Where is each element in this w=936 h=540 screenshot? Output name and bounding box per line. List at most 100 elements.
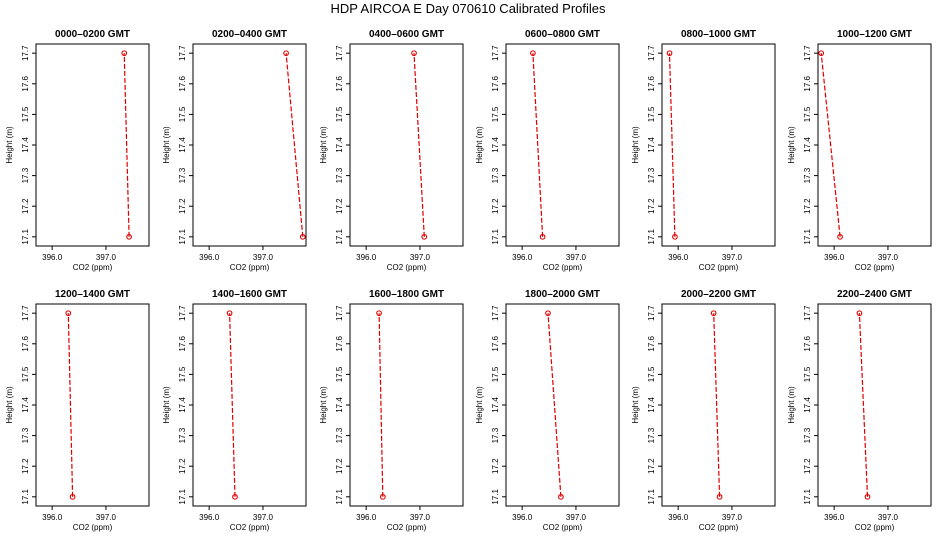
y-tick-label: 17.4 (647, 397, 656, 413)
y-tick-label: 17.1 (491, 228, 500, 244)
data-point (530, 50, 536, 57)
y-tick-label: 17.5 (21, 366, 30, 382)
x-tick-label: 396.0 (199, 513, 220, 522)
profile-panel: 0200–0400 GMT 396.0 397.0 17.1 17.2 17.3 17.4 1… (162, 29, 307, 272)
x-axis-label: CO2 (ppm) (73, 523, 113, 532)
y-tick-label: 17.7 (21, 305, 30, 321)
y-axis-label: Height (m) (5, 386, 14, 424)
x-tick-label: 396.0 (668, 513, 689, 522)
x-axis-label: CO2 (ppm) (699, 523, 739, 532)
plot-frame (661, 43, 776, 247)
y-tick-label: 17.5 (178, 366, 187, 382)
y-tick-label: 17.2 (335, 198, 344, 214)
profile-line (547, 313, 562, 497)
y-tick-label: 17.3 (803, 167, 812, 183)
x-tick-label: 396.0 (824, 513, 845, 522)
y-tick-label: 17.3 (21, 427, 30, 443)
profile-line (858, 313, 869, 497)
y-tick-label: 17.4 (21, 397, 30, 413)
x-axis-label: CO2 (ppm) (855, 263, 895, 272)
y-tick-label: 17.6 (803, 75, 812, 91)
data-point (69, 493, 76, 500)
data-point (283, 50, 289, 57)
plot-frame (817, 303, 932, 507)
y-tick-label: 17.4 (335, 137, 344, 153)
data-point (126, 233, 132, 240)
x-tick-label: 396.0 (42, 513, 63, 522)
profile-line (820, 53, 841, 237)
data-point (539, 233, 546, 240)
y-tick-label: 17.5 (21, 106, 30, 122)
panel-title: 1800–2000 GMT (525, 289, 600, 300)
y-tick-label: 17.6 (491, 75, 500, 91)
x-axis-label: CO2 (ppm) (230, 523, 270, 532)
y-tick-label: 17.3 (178, 167, 187, 183)
x-tick-label: 397.0 (878, 253, 899, 262)
y-tick-label: 17.7 (491, 45, 500, 61)
data-point (121, 50, 128, 57)
x-axis-label: CO2 (ppm) (543, 523, 583, 532)
panel-title: 1200–1400 GMT (55, 289, 130, 300)
plot-frame (505, 303, 620, 507)
panel-title: 1600–1800 GMT (369, 289, 444, 300)
profile-line (378, 313, 384, 497)
x-tick-label: 397.0 (566, 253, 587, 262)
plot-frame (349, 303, 464, 507)
profile-panel: 1800–2000 GMT 396.0 397.0 17.1 17.2 17.3 17.4 1… (475, 289, 620, 532)
y-tick-label: 17.7 (178, 305, 187, 321)
data-point (376, 310, 382, 317)
y-tick-label: 17.7 (647, 305, 656, 321)
x-tick-label: 396.0 (668, 253, 689, 262)
y-tick-label: 17.1 (803, 488, 812, 504)
y-tick-label: 17.1 (178, 228, 187, 244)
profile-panel: 1600–1800 GMT 396.0 397.0 17.1 17.2 17.3 17.4 1… (319, 289, 464, 532)
data-point (421, 233, 428, 240)
y-axis-label: Height (m) (475, 386, 484, 424)
y-tick-label: 17.2 (21, 198, 30, 214)
y-tick-label: 17.5 (647, 366, 656, 382)
plot-frame (192, 303, 307, 507)
y-tick-label: 17.3 (335, 167, 344, 183)
x-tick-label: 397.0 (878, 513, 899, 522)
profile-panel: 0400–0600 GMT 396.0 397.0 17.1 17.2 17.3 17.4 1… (319, 29, 464, 272)
y-tick-label: 17.7 (647, 45, 656, 61)
y-axis-label: Height (m) (631, 126, 640, 164)
y-tick-label: 17.6 (178, 335, 187, 351)
profile-line (285, 53, 304, 237)
y-tick-label: 17.5 (647, 106, 656, 122)
y-tick-label: 17.7 (21, 45, 30, 61)
data-point (818, 50, 825, 57)
x-tick-label: 397.0 (410, 253, 431, 262)
panel-title: 0400–0600 GMT (369, 29, 444, 40)
panel-title: 0200–0400 GMT (212, 29, 287, 40)
y-tick-label: 17.1 (491, 488, 500, 504)
y-axis-label: Height (m) (787, 126, 796, 164)
data-point (226, 310, 233, 317)
y-tick-label: 17.3 (647, 167, 656, 183)
data-point (710, 310, 717, 317)
profile-panel: 0600–0800 GMT 396.0 397.0 17.1 17.2 17.3 17.4 1… (475, 29, 620, 272)
y-tick-label: 17.2 (178, 458, 187, 474)
y-tick-label: 17.3 (647, 427, 656, 443)
profile-panel: 2000–2200 GMT 396.0 397.0 17.1 17.2 17.3 17.4 1… (631, 289, 776, 532)
data-point (672, 233, 678, 240)
y-tick-label: 17.2 (647, 458, 656, 474)
y-tick-label: 17.3 (178, 427, 187, 443)
panel-title: 1000–1200 GMT (837, 29, 912, 40)
data-point (558, 493, 564, 500)
plot-frame (35, 43, 150, 247)
y-axis-label: Height (m) (162, 126, 171, 164)
y-tick-label: 17.5 (803, 106, 812, 122)
y-axis-label: Height (m) (475, 126, 484, 164)
y-tick-label: 17.2 (803, 198, 812, 214)
x-axis-label: CO2 (ppm) (543, 263, 583, 272)
y-tick-label: 17.2 (647, 198, 656, 214)
y-tick-label: 17.5 (335, 366, 344, 382)
y-tick-label: 17.4 (803, 137, 812, 153)
y-tick-label: 17.6 (647, 75, 656, 91)
y-tick-label: 17.3 (491, 167, 500, 183)
y-tick-label: 17.3 (21, 167, 30, 183)
y-tick-label: 17.1 (21, 488, 30, 504)
x-tick-label: 397.0 (410, 513, 431, 522)
